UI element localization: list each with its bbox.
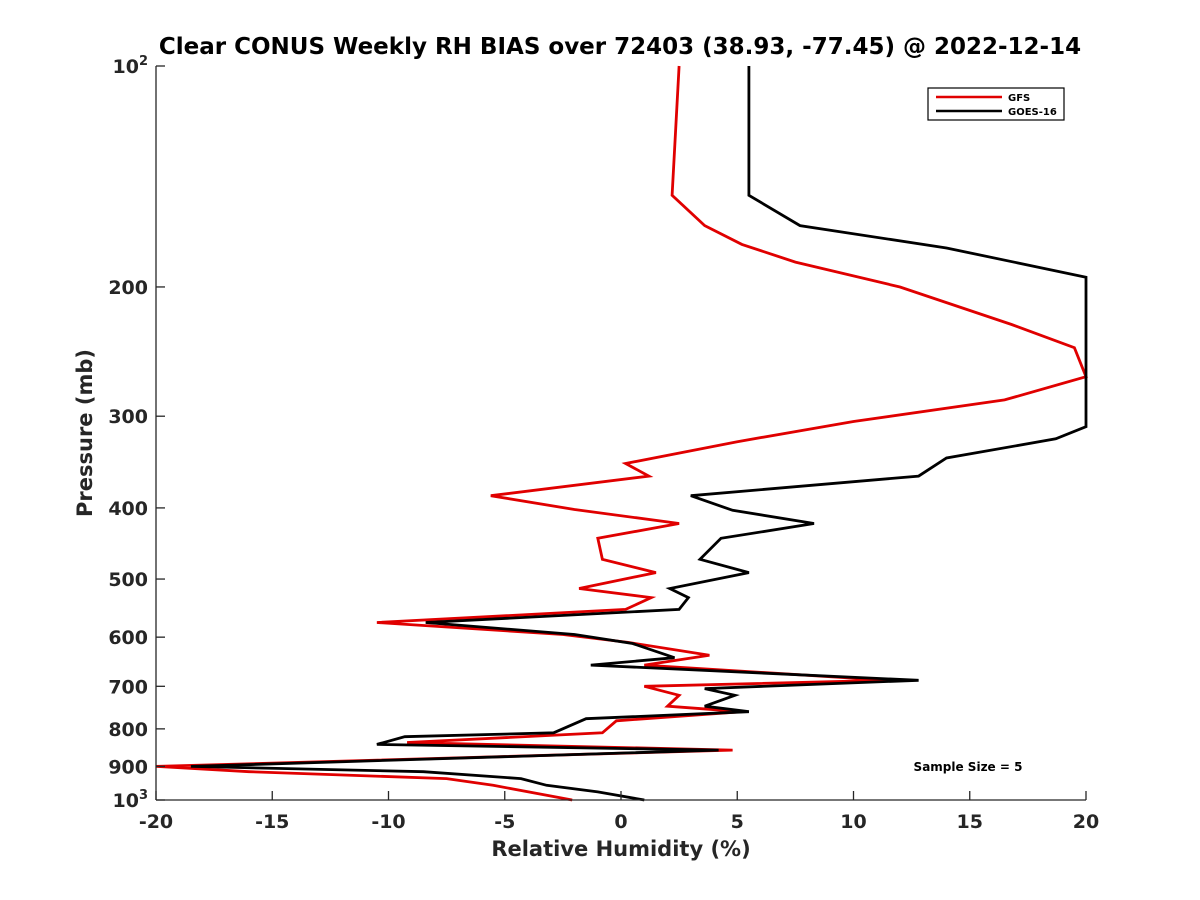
y-tick-label: 103 [113,788,149,812]
sample-size-annotation: Sample Size = 5 [914,760,1023,774]
legend-label-goes16: GOES-16 [1008,107,1057,118]
x-tick-label: -10 [371,811,405,833]
x-axis-label: Relative Humidity (%) [491,837,750,861]
x-tick-label: -5 [494,811,515,833]
x-tick-label: 0 [614,811,627,833]
y-tick-label: 500 [108,569,148,591]
chart-title: Clear CONUS Weekly RH BIAS over 72403 (3… [159,34,1081,60]
y-tick-label: 800 [108,719,148,741]
y-tick-label: 600 [108,627,148,649]
x-axis-ticks: -20 -15 -10 -5 0 5 10 15 20 [139,791,1099,833]
legend: GFS GOES-16 [927,87,1065,121]
y-tick-label: 300 [108,406,148,428]
x-tick-label: 15 [957,811,983,833]
x-tick-label: 10 [840,811,866,833]
y-axis-label: Pressure (mb) [73,349,97,517]
x-tick-label: -15 [255,811,289,833]
x-tick-label: 5 [731,811,744,833]
plot-lines [155,65,1088,802]
x-tick-label: -20 [139,811,173,833]
y-tick-label: 700 [108,676,148,698]
y-tick-label: 200 [108,277,148,299]
series-line-gfs [155,65,1088,802]
y-axis-ticks: 102 200 300 400 500 600 700 800 900 103 [108,54,165,812]
x-tick-label: 20 [1073,811,1099,833]
y-tick-label: 102 [113,54,149,78]
legend-box [927,87,1065,121]
y-tick-label: 900 [108,756,148,778]
y-tick-label: 400 [108,498,148,520]
series-line-goes16 [190,66,1088,802]
legend-label-gfs: GFS [1008,93,1030,104]
